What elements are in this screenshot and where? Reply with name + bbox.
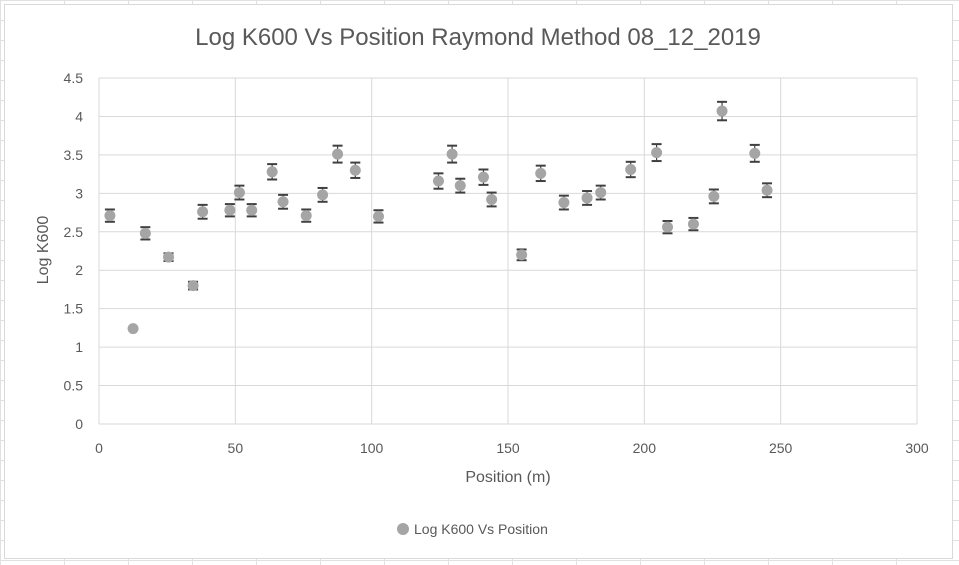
- y-tick-label: 2: [75, 262, 83, 278]
- x-axis-title: Position (m): [465, 469, 550, 486]
- data-point: [558, 197, 570, 209]
- data-point: [477, 171, 489, 183]
- x-tick-label: 100: [360, 440, 384, 456]
- x-tick-label: 150: [496, 440, 520, 456]
- data-point: [535, 167, 547, 179]
- y-tick-label: 1: [75, 339, 83, 355]
- data-point: [317, 189, 329, 201]
- data-points: [104, 105, 773, 335]
- data-point: [749, 147, 761, 159]
- y-tick-label: 2.5: [64, 224, 84, 240]
- y-tick-label: 3.5: [64, 147, 84, 163]
- data-point: [349, 164, 361, 176]
- legend[interactable]: Log K600 Vs Position: [397, 521, 548, 537]
- data-point: [432, 175, 444, 187]
- data-point: [446, 148, 458, 160]
- legend-marker: [397, 523, 409, 535]
- data-point: [662, 221, 674, 233]
- y-tick-label: 3: [75, 185, 83, 201]
- data-point: [687, 218, 699, 230]
- x-tick-label: 200: [633, 440, 657, 456]
- x-tick-labels: 0 50 100 150 200 250 300: [95, 440, 929, 456]
- error-bars: [104, 100, 773, 291]
- chart-title: Log K600 Vs Position Raymond Method 08_1…: [195, 24, 761, 51]
- data-point: [372, 210, 384, 222]
- data-point: [454, 180, 466, 192]
- data-point: [266, 166, 278, 178]
- data-point: [651, 147, 663, 159]
- data-point: [104, 210, 116, 222]
- data-point: [139, 227, 151, 239]
- chart-area[interactable]: [4, 4, 953, 559]
- data-point: [277, 196, 289, 208]
- data-point: [300, 210, 312, 222]
- data-point: [246, 204, 258, 216]
- data-point: [332, 148, 344, 160]
- data-point: [224, 204, 236, 216]
- data-point: [197, 206, 209, 218]
- y-tick-label: 4: [75, 108, 83, 124]
- data-point: [581, 192, 593, 204]
- data-point: [127, 323, 139, 335]
- x-tick-label: 300: [905, 440, 929, 456]
- data-point: [708, 190, 720, 202]
- x-tick-label: 0: [95, 440, 103, 456]
- y-tick-label: 1.5: [64, 301, 84, 317]
- data-point: [761, 184, 773, 196]
- y-axis-title: Log K600: [35, 216, 52, 285]
- data-point: [625, 163, 637, 175]
- data-point: [486, 193, 498, 205]
- y-tick-label: 4.5: [64, 70, 84, 86]
- data-point: [233, 187, 245, 199]
- y-gridlines: [99, 77, 917, 425]
- data-point: [187, 280, 199, 292]
- y-tick-label: 0: [75, 416, 83, 432]
- y-tick-label: 0.5: [64, 378, 84, 394]
- data-point: [595, 187, 607, 199]
- x-gridlines: [98, 78, 918, 424]
- data-point: [716, 105, 728, 117]
- x-tick-label: 50: [228, 440, 244, 456]
- x-tick-label: 250: [769, 440, 793, 456]
- legend-label: Log K600 Vs Position: [414, 521, 548, 537]
- data-point: [516, 249, 528, 261]
- y-tick-labels: 0 0.5 1 1.5 2 2.5 3 3.5 4 4.5: [64, 70, 84, 432]
- data-point: [163, 251, 175, 263]
